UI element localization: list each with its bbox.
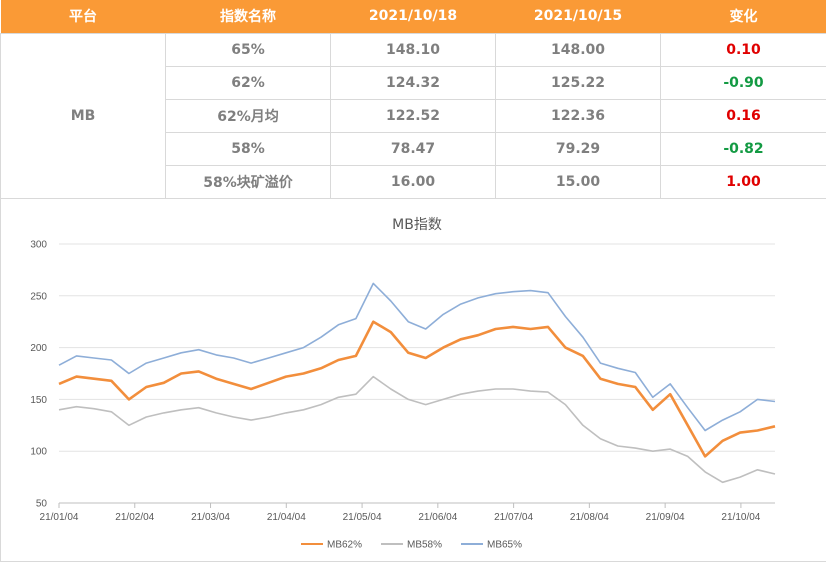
index-name-cell: 58% [165,131,331,166]
table-header-row: 平台 指数名称 2021/10/18 2021/10/15 变化 [0,0,826,33]
y-tick-label: 300 [30,240,47,251]
x-tick-label: 21/01/04 [40,512,79,523]
y-tick-label: 100 [30,447,47,458]
x-tick-label: 21/08/04 [570,512,609,523]
date-2-value-cell: 148.00 [495,32,661,67]
legend-label: MB62% [327,540,362,551]
legend-label: MB65% [487,540,522,551]
table-body: MB 65% 148.10 148.00 0.10 62% 124.32 125.22 -0.9… [0,32,826,199]
series-line-mb58pct [58,375,776,484]
y-tick-label: 200 [30,343,47,354]
table-row: 58% 78.47 79.29 -0.82 [1,131,826,166]
table-row: MB 65% 148.10 148.00 0.10 [0,32,826,199]
date-1-value-cell: 122.52 [330,98,496,133]
series-line-mb65pct [58,282,776,432]
change-cell: 1.00 [660,164,826,199]
platform-cell: MB [0,32,166,199]
date-1-value-cell: 78.47 [330,131,496,166]
header-change: 变化 [660,0,826,33]
x-tick-label: 21/09/04 [646,512,685,523]
table-row: 62%月均 122.52 122.36 0.16 [1,98,826,133]
table-row: 62% 124.32 125.22 -0.90 [1,65,826,100]
x-tick-label: 21/02/04 [115,512,154,523]
change-cell: 0.16 [660,98,826,133]
date-2-value-cell: 15.00 [495,164,661,199]
x-tick-label: 21/07/04 [494,512,533,523]
legend-label: MB58% [407,540,442,551]
date-2-value-cell: 122.36 [495,98,661,133]
header-index-name: 指数名称 [165,0,331,33]
date-2-value-cell: 125.22 [495,65,661,100]
date-1-value-cell: 148.10 [330,32,496,67]
x-tick-label: 21/06/04 [418,512,457,523]
series-line-mb62pct [58,320,776,458]
index-name-cell: 62% [165,65,331,100]
y-tick-label: 150 [30,395,47,406]
change-cell: -0.90 [660,65,826,100]
mb-index-chart: MB指数 300 250 200 150 100 50 21/01/04 21/02/04 21/… [30,217,776,551]
header-platform: 平台 [0,0,166,33]
x-tick-label: 21/10/04 [721,512,760,523]
x-tick-label: 21/04/04 [267,512,306,523]
header-date-2: 2021/10/15 [495,0,661,33]
y-tick-label: 50 [36,499,48,510]
x-tick-label: 21/03/04 [191,512,230,523]
date-1-value-cell: 16.00 [330,164,496,199]
chart-title: MB指数 [392,217,442,233]
index-name-cell: 62%月均 [165,98,331,133]
price-table: 平台 指数名称 2021/10/18 2021/10/15 变化 MB 65% 14… [0,0,826,199]
change-cell: -0.82 [660,131,826,166]
header-date-1: 2021/10/18 [330,0,496,33]
table-row: 58%块矿溢价 16.00 15.00 1.00 [1,164,826,199]
index-name-cell: 58%块矿溢价 [165,164,331,199]
change-cell: 0.10 [660,32,826,67]
x-tick-label: 21/05/04 [343,512,382,523]
index-name-cell: 65% [165,32,331,67]
chart-container: MB指数 300 250 200 150 100 50 21/01/04 21/02/04 21/… [0,198,826,562]
date-2-value-cell: 79.29 [495,131,661,166]
y-tick-label: 250 [30,291,47,302]
date-1-value-cell: 124.32 [330,65,496,100]
